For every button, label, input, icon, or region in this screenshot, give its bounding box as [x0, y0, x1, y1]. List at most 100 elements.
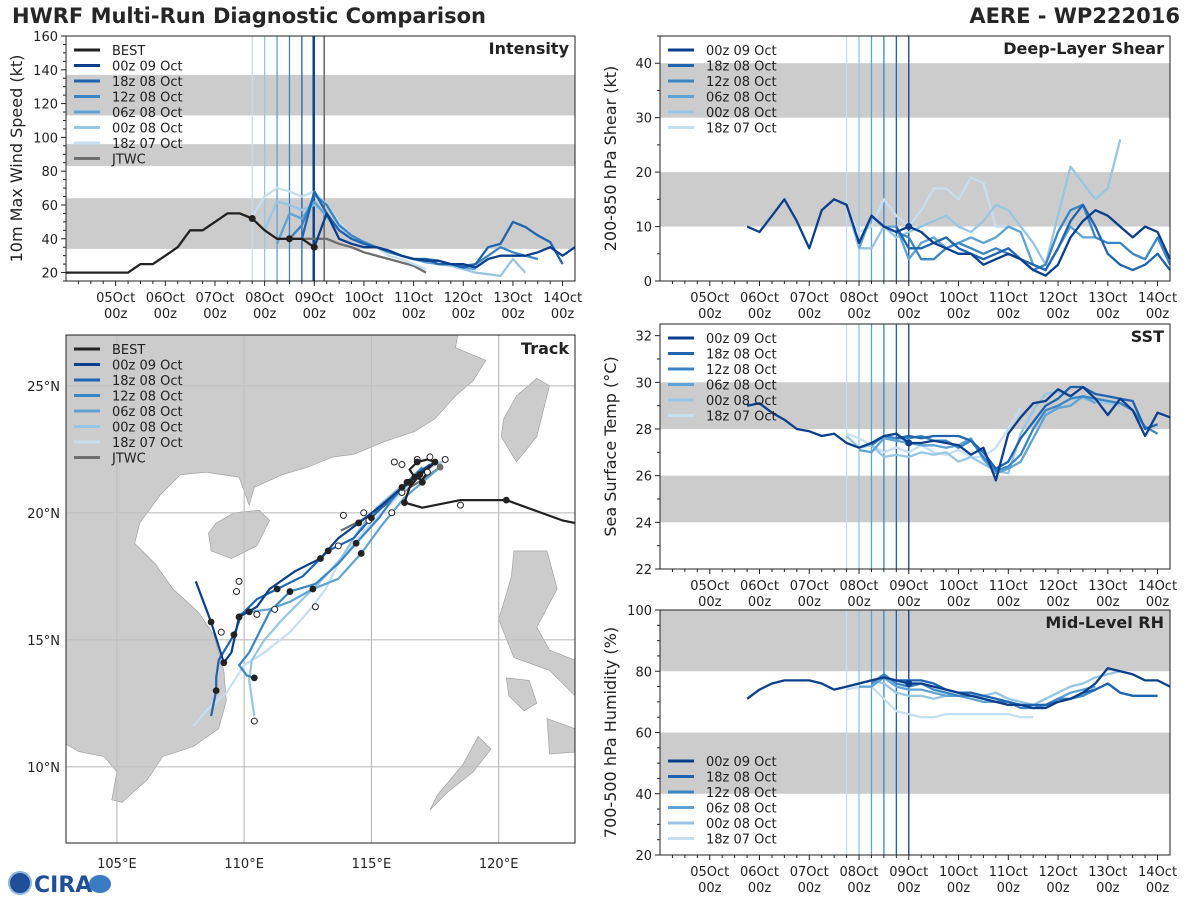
track-open-marker — [253, 610, 261, 618]
track-open-marker — [339, 511, 347, 519]
palawan-shape — [429, 735, 492, 811]
intensity-xtick-label: 00z — [154, 307, 178, 322]
borneo-tip-shape — [396, 842, 399, 843]
intensity-xtick-label: 07Oct — [195, 291, 234, 306]
track-filled-marker — [245, 608, 253, 616]
track-open-marker — [390, 458, 398, 466]
figure-title: HWRF Multi-Run Diagnostic Comparison — [12, 4, 487, 28]
shear-series-run_18z08 — [895, 203, 1171, 272]
sst-legend-label: 12z 08 Oct — [706, 363, 777, 378]
storm-id-title: AERE - WP222016 — [969, 4, 1180, 28]
rh-legend-label: 18z 08 Oct — [706, 771, 777, 786]
sst-xtick-label: 05Oct — [690, 579, 729, 594]
intensity-xtick-label: 12Oct — [444, 291, 483, 306]
track-legend-label: 00z 09 Oct — [112, 359, 183, 374]
intensity-ytick-label: 40 — [41, 233, 58, 248]
intensity-ytick-label: 140 — [33, 64, 58, 79]
logo-ring-icon — [8, 871, 32, 895]
track-lat-label: 20°N — [27, 507, 60, 522]
rh-xtick-label: 11Oct — [989, 865, 1028, 880]
rh-band-0 — [660, 732, 1170, 794]
rh-xtick-label: 08Oct — [840, 865, 879, 880]
intensity-ytick-label: 100 — [33, 131, 58, 146]
taiwan-shape — [500, 377, 550, 463]
track-filled-marker — [413, 458, 421, 466]
track-filled-marker — [317, 555, 324, 562]
rh-panel: 2040608010005Oct00z06Oct00z07Oct00z08Oct… — [601, 604, 1177, 896]
panay-shape — [546, 718, 575, 755]
sst-legend-label: 18z 07 Oct — [706, 410, 777, 425]
shear-series-run_00z08 — [845, 139, 1122, 266]
shear-xtick-label: 06Oct — [740, 291, 779, 306]
intensity-panel: 2040608010012014016005Oct00z06Oct00z07Oc… — [7, 30, 582, 322]
intensity-legend-label: 00z 09 Oct — [112, 60, 183, 75]
rh-ylabel: 700-500 hPa Humidity (%) — [601, 627, 620, 838]
intensity-xtick-label: 00z — [104, 307, 128, 322]
shear-frame — [659, 35, 1171, 282]
sst-xtick-label: 08Oct — [840, 579, 879, 594]
track-open-marker — [233, 588, 241, 596]
intensity-band-2 — [66, 74, 575, 116]
shear-ytick-label: 40 — [635, 57, 652, 72]
track-lat-label: 25°N — [27, 380, 60, 395]
track-panel-title: Track — [521, 339, 569, 358]
track-open-marker — [334, 542, 342, 550]
intensity-legend-label: 12z 08 Oct — [112, 91, 183, 106]
sst-ytick-label: 30 — [635, 376, 652, 391]
sst-point-run_00z09-0 — [905, 439, 913, 447]
rh-legend-label: 06z 08 Oct — [706, 802, 777, 817]
track-open-marker — [388, 509, 396, 517]
rh-ytick-label: 20 — [635, 849, 652, 864]
mainland-asia-shape — [66, 335, 487, 803]
intensity-ytick-label: 80 — [41, 165, 58, 180]
shear-xtick-label: 11Oct — [989, 291, 1028, 306]
intensity-xtick-label: 10Oct — [344, 291, 383, 306]
shear-legend-label: 18z 07 Oct — [706, 122, 777, 137]
intensity-ytick-label: 160 — [33, 30, 58, 45]
rh-xtick-label: 06Oct — [740, 865, 779, 880]
intensity-xtick-label: 00z — [452, 307, 476, 322]
sst-series-run_18z08 — [896, 385, 1159, 470]
sst-xtick-label: 00z — [748, 595, 772, 610]
track-legend-label: JTWC — [111, 452, 146, 467]
shear-xtick-label: 12Oct — [1039, 291, 1078, 306]
track-filled-marker — [411, 473, 419, 481]
track-open-marker — [311, 603, 319, 611]
track-filled-marker — [357, 550, 365, 557]
intensity-xtick-label: 09Oct — [295, 291, 334, 306]
rh-xtick-label: 14Oct — [1138, 865, 1177, 880]
track-lat-label: 10°N — [27, 761, 60, 776]
track-filled-marker — [401, 499, 408, 507]
shear-xtick-label: 07Oct — [790, 291, 829, 306]
sst-legend-label: 06z 08 Oct — [706, 379, 777, 394]
shear-ylabel: 200-850 hPa Shear (kt) — [601, 66, 620, 252]
sst-legend-label: 00z 08 Oct — [706, 394, 777, 409]
track-legend-label: 18z 08 Oct — [112, 374, 183, 389]
intensity-point-BEST-1 — [285, 235, 293, 243]
intensity-xtick-label: 00z — [551, 307, 575, 322]
track-run_06z08 — [238, 466, 441, 616]
shear-xtick-label: 00z — [748, 307, 772, 322]
logo-text: CIRA — [34, 873, 92, 898]
track-open-marker — [441, 455, 449, 463]
intensity-legend-label: 06z 08 Oct — [112, 106, 183, 121]
sst-xtick-label: 09Oct — [889, 579, 928, 594]
track-run_12z08 — [238, 466, 424, 679]
rh-xtick-label: 00z — [997, 881, 1021, 896]
track-lon-label: 110°E — [224, 857, 264, 872]
shear-xtick-label: 00z — [1096, 307, 1120, 322]
rh-xtick-label: 00z — [1096, 881, 1120, 896]
intensity-band-1 — [66, 144, 575, 167]
intensity-band-0 — [66, 198, 575, 249]
shear-panel-title: Deep-Layer Shear — [1003, 39, 1164, 58]
track-lon-label: 120°E — [479, 857, 519, 872]
intensity-ytick-label: 120 — [33, 98, 58, 113]
track-open-marker — [456, 501, 464, 509]
sst-xtick-label: 00z — [698, 595, 722, 610]
rh-panel-title: Mid-Level RH — [1045, 613, 1164, 632]
track-filled-marker — [431, 458, 439, 466]
rh-xtick-label: 13Oct — [1088, 865, 1127, 880]
intensity-xtick-label: 08Oct — [245, 291, 284, 306]
shear-xtick-label: 13Oct — [1088, 291, 1127, 306]
